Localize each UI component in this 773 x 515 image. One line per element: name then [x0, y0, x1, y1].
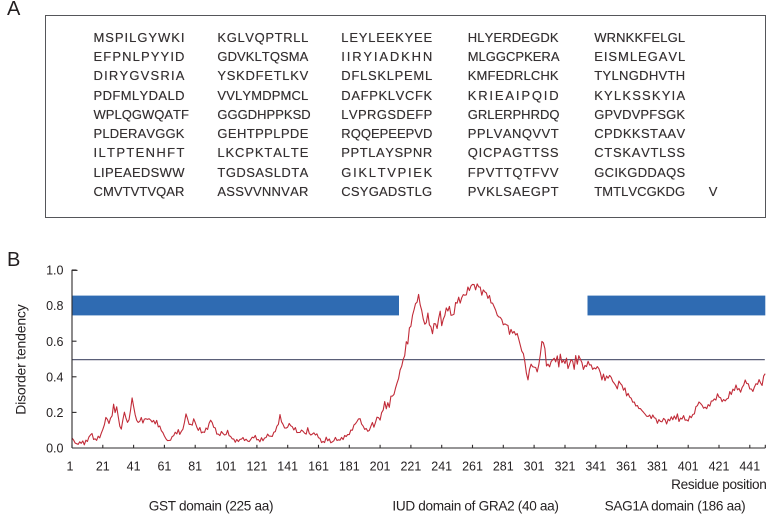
- svg-text:1.0: 1.0: [46, 264, 63, 278]
- svg-text:201: 201: [370, 459, 391, 473]
- svg-text:1: 1: [67, 459, 74, 473]
- svg-text:421: 421: [709, 459, 730, 473]
- svg-text:Disorder tendency: Disorder tendency: [13, 304, 29, 414]
- svg-text:81: 81: [188, 459, 202, 473]
- svg-text:41: 41: [127, 459, 141, 473]
- svg-text:401: 401: [678, 459, 699, 473]
- svg-text:441: 441: [739, 459, 760, 473]
- svg-text:0.4: 0.4: [46, 370, 63, 384]
- svg-text:161: 161: [308, 459, 329, 473]
- svg-text:SAG1A domain (186 aa): SAG1A domain (186 aa): [605, 498, 746, 513]
- svg-text:381: 381: [647, 459, 668, 473]
- svg-text:0.6: 0.6: [46, 335, 63, 349]
- svg-text:341: 341: [585, 459, 606, 473]
- svg-text:121: 121: [246, 459, 267, 473]
- svg-text:301: 301: [524, 459, 545, 473]
- svg-text:321: 321: [555, 459, 576, 473]
- svg-text:0.0: 0.0: [46, 442, 63, 456]
- svg-text:0.8: 0.8: [46, 299, 63, 313]
- svg-text:IUD domain of GRA2 (40 aa): IUD domain of GRA2 (40 aa): [392, 498, 558, 513]
- svg-text:181: 181: [339, 459, 360, 473]
- svg-text:101: 101: [216, 459, 237, 473]
- svg-text:GST domain (225 aa): GST domain (225 aa): [149, 498, 273, 513]
- svg-text:0.2: 0.2: [46, 406, 63, 420]
- svg-text:141: 141: [277, 459, 298, 473]
- svg-text:61: 61: [157, 459, 171, 473]
- svg-text:221: 221: [400, 459, 421, 473]
- svg-text:21: 21: [96, 459, 110, 473]
- svg-text:281: 281: [493, 459, 514, 473]
- svg-text:361: 361: [616, 459, 637, 473]
- svg-text:Residue position: Residue position: [671, 477, 766, 492]
- svg-text:261: 261: [462, 459, 483, 473]
- svg-text:241: 241: [431, 459, 452, 473]
